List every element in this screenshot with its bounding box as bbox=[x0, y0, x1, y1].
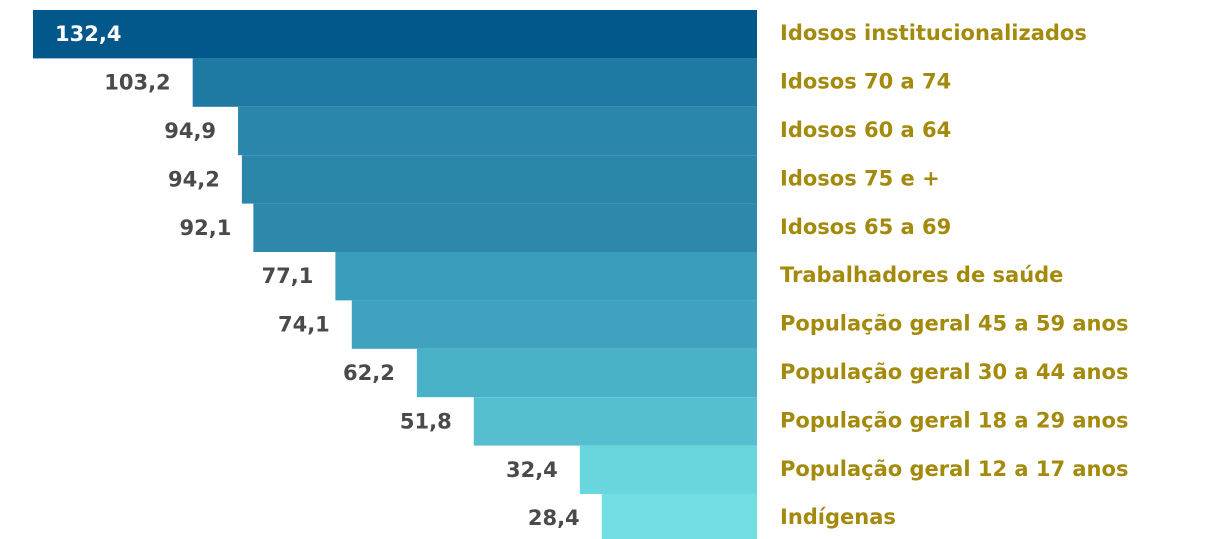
value-label: 77,1 bbox=[262, 264, 314, 288]
category-label: Indígenas bbox=[780, 505, 896, 529]
category-label: População geral 45 a 59 anos bbox=[780, 312, 1128, 336]
value-label: 62,2 bbox=[343, 361, 395, 385]
bar bbox=[416, 348, 757, 398]
category-label: Idosos institucionalizados bbox=[780, 21, 1087, 45]
category-label: Idosos 65 a 69 bbox=[780, 215, 951, 239]
bar bbox=[351, 300, 757, 349]
bar bbox=[253, 203, 758, 252]
bar bbox=[238, 106, 757, 156]
value-label: 51,8 bbox=[400, 409, 452, 433]
value-label: 28,4 bbox=[528, 506, 580, 530]
bar bbox=[335, 252, 757, 301]
category-label: População geral 12 a 17 anos bbox=[780, 457, 1128, 481]
bar bbox=[579, 445, 757, 494]
category-label: Idosos 70 a 74 bbox=[780, 70, 951, 94]
bar bbox=[601, 494, 757, 539]
value-label: 92,1 bbox=[180, 216, 232, 240]
value-label: 103,2 bbox=[104, 71, 170, 95]
bar bbox=[473, 397, 757, 446]
category-label: População geral 18 a 29 anos bbox=[780, 408, 1128, 432]
value-label: 74,1 bbox=[278, 313, 330, 337]
bar bbox=[33, 10, 757, 59]
bar bbox=[241, 155, 758, 204]
category-label: Idosos 60 a 64 bbox=[780, 118, 951, 142]
value-label: 32,4 bbox=[506, 458, 558, 482]
value-label: 94,9 bbox=[164, 119, 216, 143]
value-label: 132,4 bbox=[55, 22, 121, 46]
category-label: Idosos 75 e + bbox=[780, 166, 940, 190]
bar bbox=[192, 58, 758, 107]
category-label: População geral 30 a 44 anos bbox=[780, 360, 1128, 384]
category-label: Trabalhadores de saúde bbox=[780, 263, 1063, 287]
value-label: 94,2 bbox=[168, 167, 220, 191]
